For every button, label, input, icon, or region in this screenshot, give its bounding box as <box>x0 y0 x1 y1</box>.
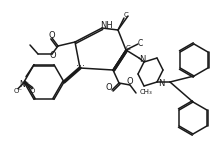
Text: O: O <box>29 88 35 94</box>
Text: O: O <box>50 51 56 61</box>
Text: ···: ··· <box>75 61 84 71</box>
Text: C: C <box>126 45 130 51</box>
Text: NH: NH <box>100 22 112 31</box>
Text: N⁺: N⁺ <box>19 80 29 89</box>
Text: O: O <box>106 83 112 93</box>
Text: C: C <box>124 12 128 18</box>
Text: N: N <box>158 78 164 88</box>
Text: C: C <box>137 39 143 47</box>
Text: O⁻: O⁻ <box>13 88 23 94</box>
Text: O: O <box>127 76 133 85</box>
Text: O: O <box>49 31 55 39</box>
Text: CH₃: CH₃ <box>140 89 153 95</box>
Text: N: N <box>139 54 145 63</box>
